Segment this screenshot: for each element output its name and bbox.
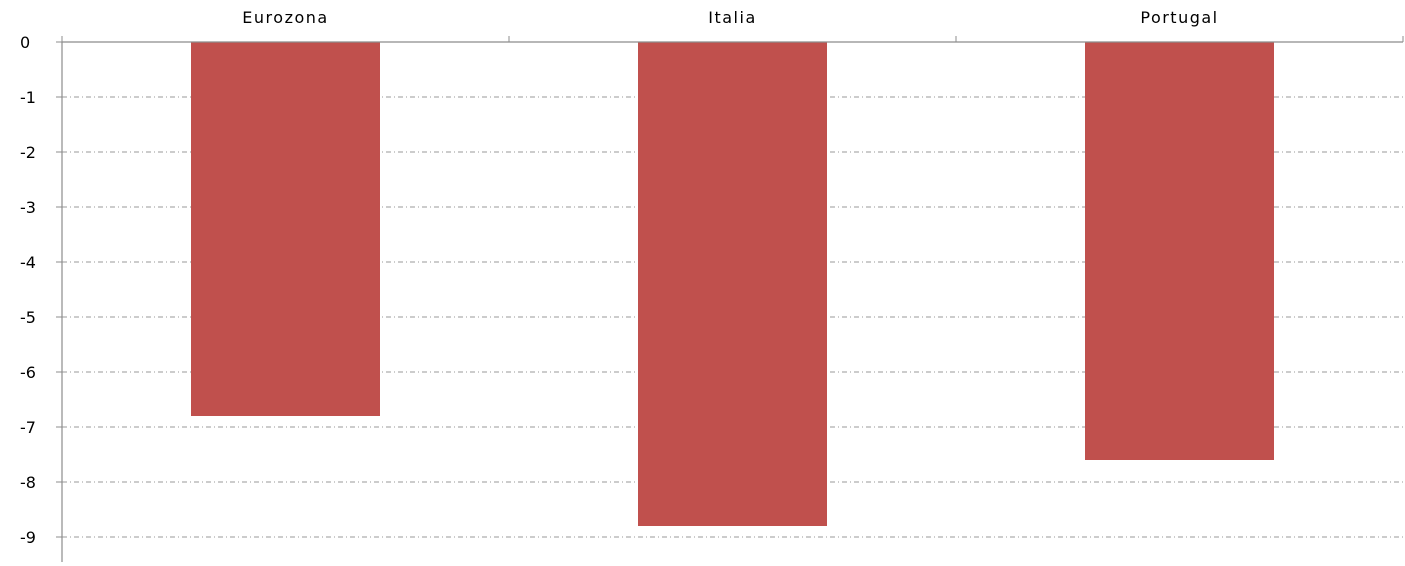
y-tick-label: -5: [20, 308, 36, 327]
y-tick-label: -2: [20, 143, 36, 162]
category-label: Portugal: [1140, 8, 1218, 27]
bar-italia: [638, 42, 827, 526]
y-tick-label: -4: [20, 253, 36, 272]
bars: [191, 42, 1274, 526]
y-tick-label: -7: [20, 418, 36, 437]
y-tick-label: -9: [20, 528, 36, 547]
y-tick-label: -3: [20, 198, 36, 217]
y-tick-label: -6: [20, 363, 36, 382]
axes: [56, 36, 1404, 562]
bar-portugal: [1085, 42, 1274, 460]
category-label: Eurozona: [242, 8, 328, 27]
y-tick-label: -1: [20, 88, 36, 107]
bar-eurozona: [191, 42, 380, 416]
category-label: Italia: [708, 8, 757, 27]
y-tick-label: -8: [20, 473, 36, 492]
labels: 0 -1 -2 -3 -4 -5 -6 -7 -8 -9 Eurozona Italia Portuga…: [20, 8, 1218, 547]
y-tick-label: 0: [20, 33, 30, 52]
